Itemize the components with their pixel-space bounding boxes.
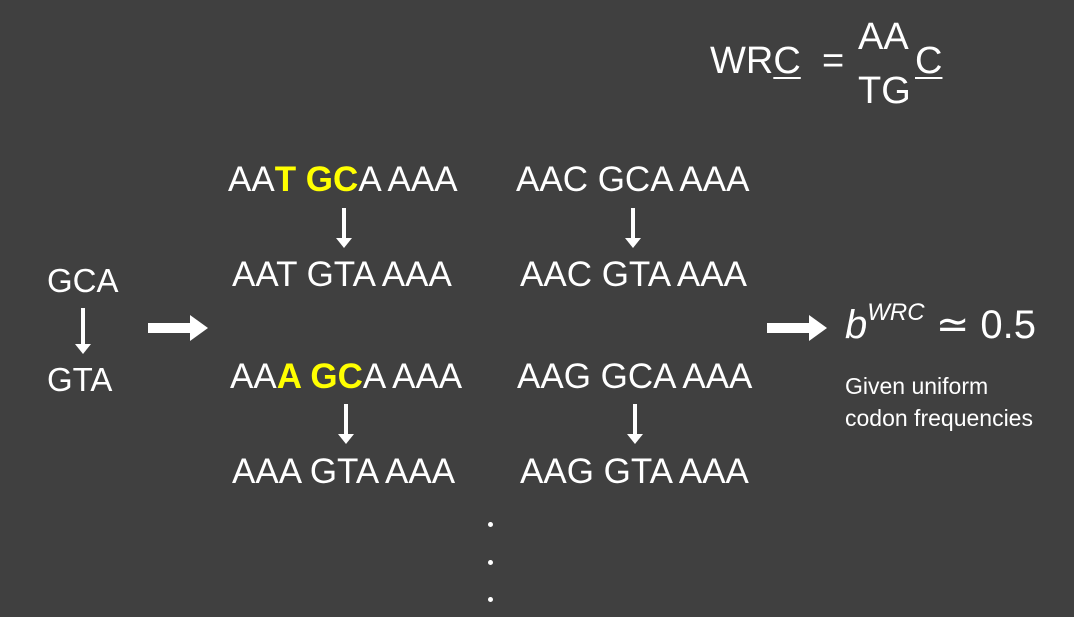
seq-r1c2: AAC GCA AAA <box>516 160 750 199</box>
left-from-codon: GCA <box>47 262 119 299</box>
ellipsis-dot-3 <box>488 597 493 602</box>
seq-r1c1-highlight: T GC <box>274 160 359 199</box>
result-note: Given uniform codon frequencies <box>845 370 1033 434</box>
seq-r4c1: AAA GTA AAA <box>232 452 456 491</box>
result-approx: ≃ 0.5 <box>935 303 1036 347</box>
ellipsis-dot-1 <box>488 522 493 527</box>
result-b: b <box>845 303 868 347</box>
result-note-line2: codon frequencies <box>845 405 1033 431</box>
left-to-codon: GTA <box>47 361 113 398</box>
formula: WRC = AA TG C <box>710 16 970 118</box>
result-formula: bWRC ≃ 0.5 <box>845 298 1036 348</box>
formula-rhs-underlined: C <box>915 40 943 82</box>
seq-r4c2: AAG GTA AAA <box>520 452 749 491</box>
ellipsis-dot-2 <box>488 560 493 565</box>
formula-lhs: WRC <box>710 40 801 82</box>
seq-r3c1-highlight: A GC <box>276 357 363 396</box>
formula-bottom: TG <box>858 70 911 112</box>
seq-r2c1: AAT GTA AAA <box>232 255 452 294</box>
seq-r3c2: AAG GCA AAA <box>517 357 753 396</box>
seq-r3c1: AAA GCA AAA <box>230 357 463 396</box>
result-sup: WRC <box>867 298 925 326</box>
formula-top: AA <box>858 16 909 58</box>
formula-lhs-underlined: C <box>773 40 801 82</box>
formula-equals: = <box>822 40 845 82</box>
seq-r1c1: AAT GCA AAA <box>228 160 458 199</box>
seq-r2c2: AAC GTA AAA <box>520 255 747 294</box>
result-note-line1: Given uniform <box>845 373 989 399</box>
